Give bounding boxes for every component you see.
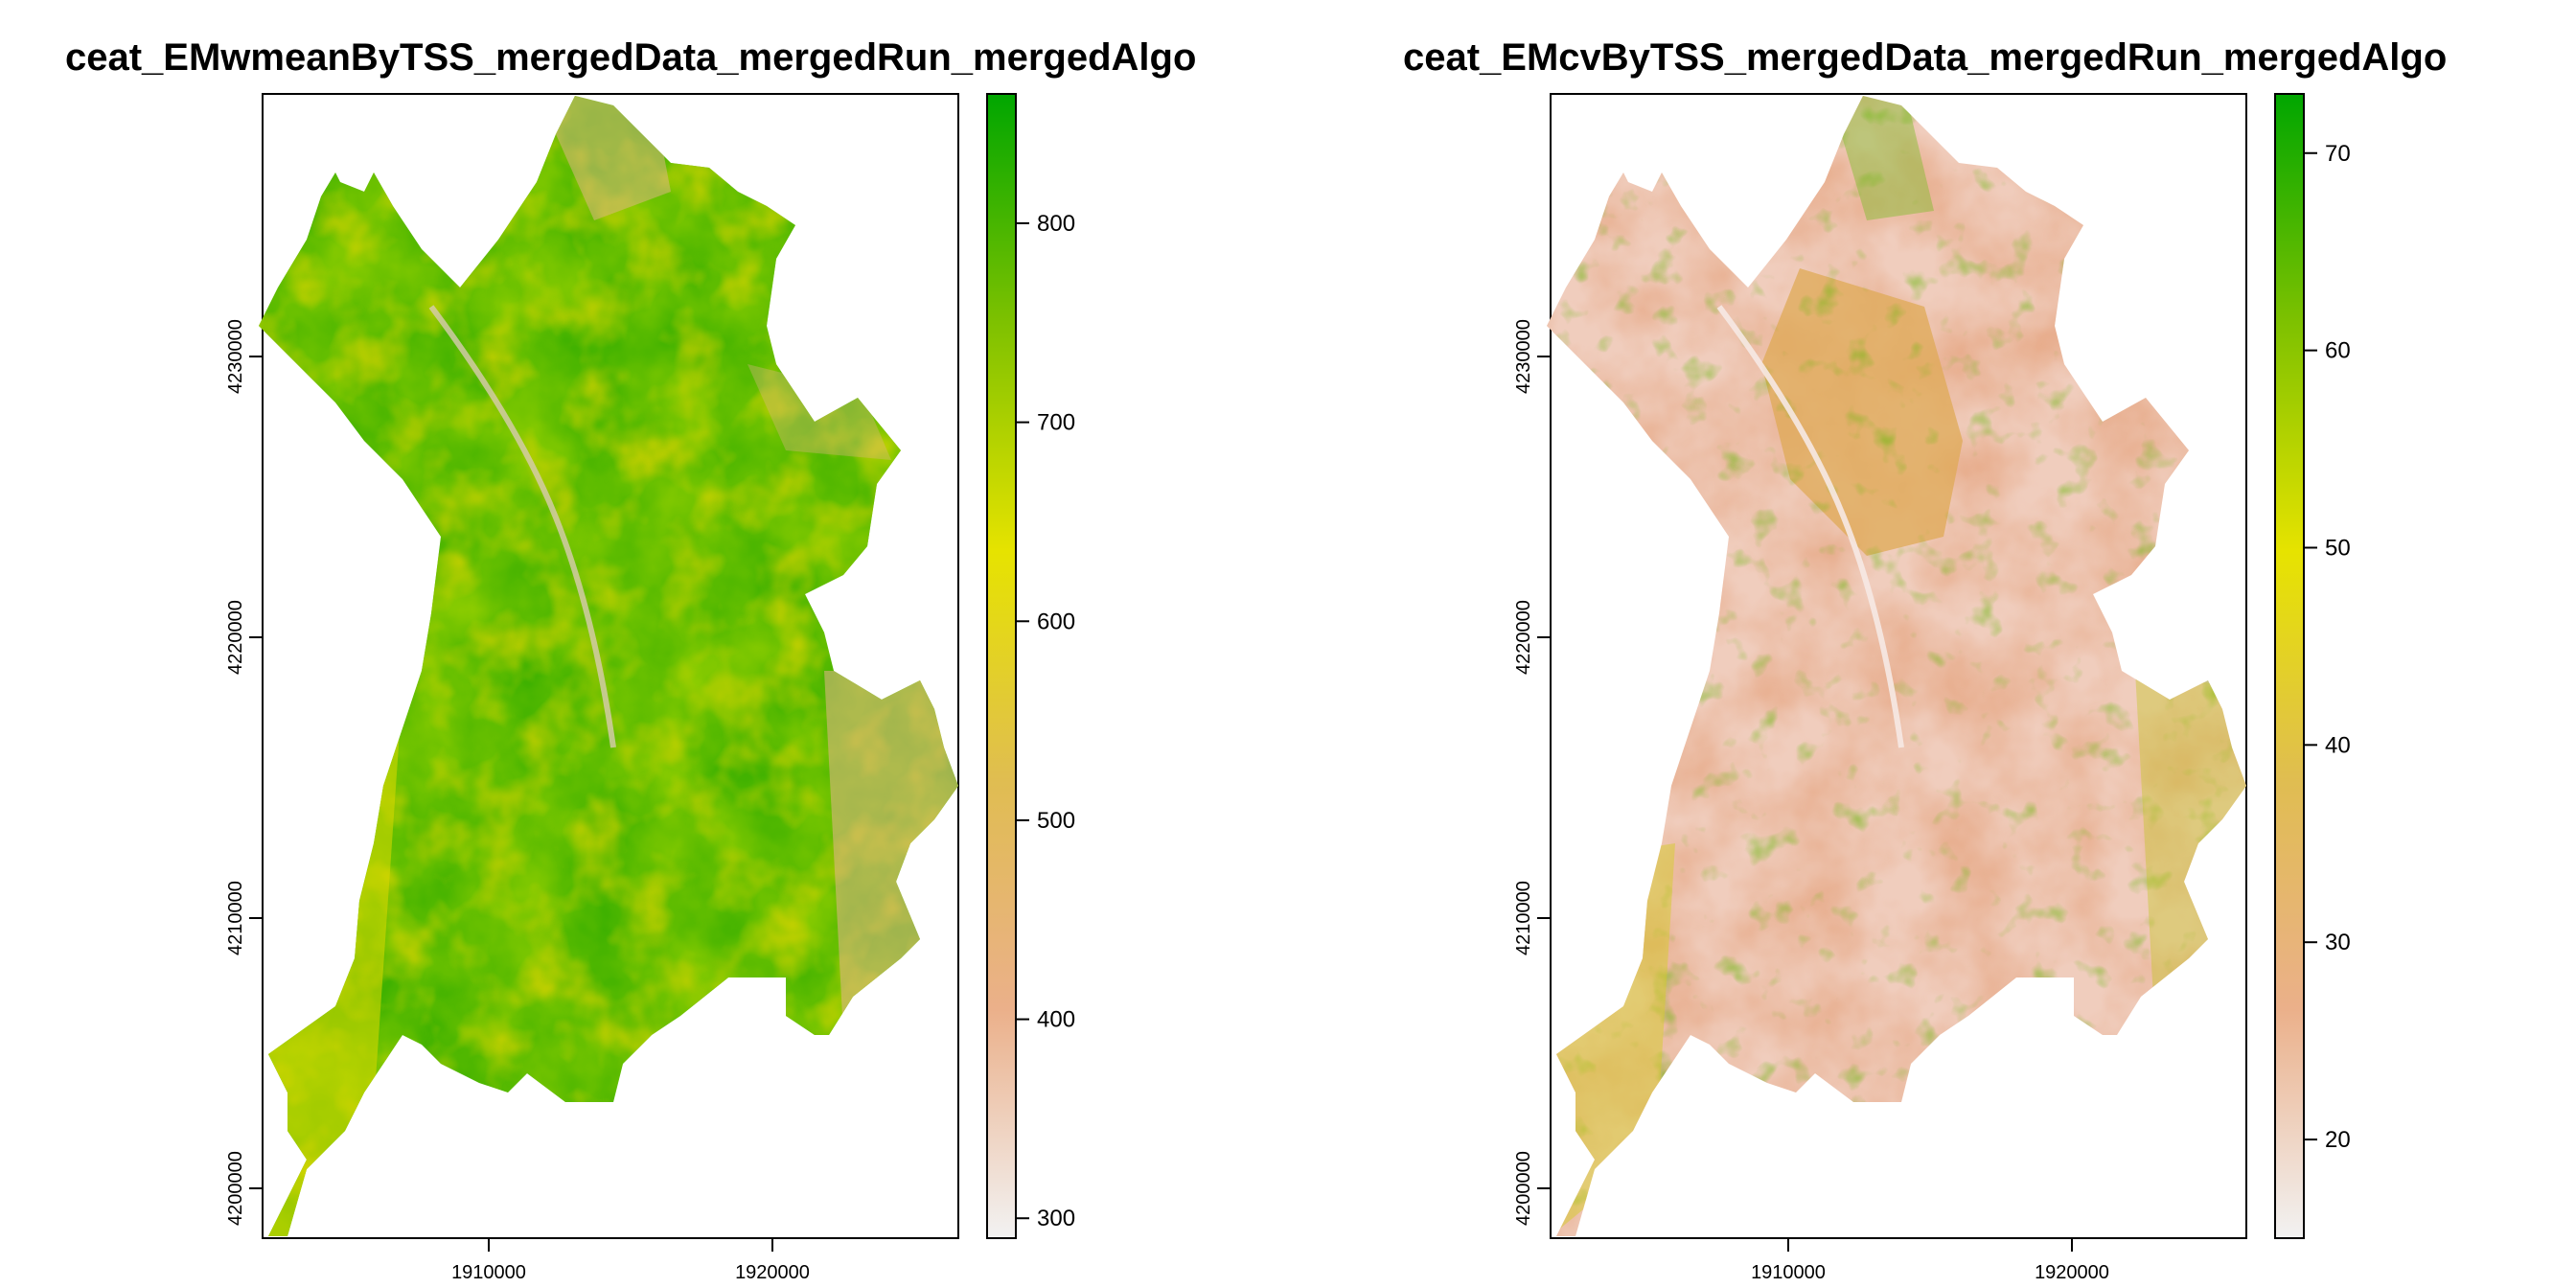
plot-frame: [1550, 93, 2247, 1239]
legend-tick-label: 700: [1037, 410, 1075, 436]
x-tick-label: 1920000: [2035, 1262, 2109, 1283]
map-panel-cv: ceat_EMcvByTSS_mergedData_mergedRun_merg…: [1288, 0, 2576, 1288]
raster-wmean: [259, 96, 958, 1236]
color-legend: 300 400 500 600 700 800: [986, 93, 1075, 1239]
y-axis: [1537, 356, 1551, 1189]
raster-cv: [1547, 96, 2246, 1236]
legend-tick-label: 800: [1037, 211, 1075, 237]
y-axis: [249, 356, 263, 1189]
color-legend: 20 30 40 50 60 70: [2274, 93, 2351, 1239]
legend-tick-label: 50: [2325, 535, 2351, 561]
map-title: ceat_EMcvByTSS_mergedData_mergedRun_merg…: [1403, 36, 2448, 79]
x-tick-label: 1910000: [451, 1262, 526, 1283]
legend-tick-label: 500: [1037, 808, 1075, 834]
x-tick-label: 1920000: [735, 1262, 810, 1283]
legend-colorbar: [986, 93, 1017, 1239]
x-axis: [488, 1238, 773, 1252]
x-tick-label: 1910000: [1751, 1262, 1826, 1283]
map-svg: 1910000 1920000 4200000 4210000 4220000 …: [1513, 93, 2351, 1283]
legend-tick-label: 30: [2325, 930, 2351, 955]
x-axis: [1787, 1238, 2073, 1252]
plot-frame: [262, 93, 959, 1239]
y-tick-label: 4230000: [1513, 319, 1534, 394]
legend-tick-label: 300: [1037, 1206, 1075, 1231]
legend-tick-label: 60: [2325, 338, 2351, 364]
map-panel-wmean: ceat_EMwmeanByTSS_mergedData_mergedRun_m…: [65, 36, 1197, 1283]
y-tick-label: 4210000: [1513, 881, 1534, 955]
legend-tick-label: 40: [2325, 732, 2351, 758]
legend-colorbar: [2274, 93, 2305, 1239]
legend-tick-label: 600: [1037, 609, 1075, 634]
legend-tick-label: 70: [2325, 141, 2351, 167]
y-tick-label: 4220000: [225, 600, 246, 675]
map-title: ceat_EMwmeanByTSS_mergedData_mergedRun_m…: [65, 36, 1197, 79]
y-tick-label: 4200000: [225, 1151, 246, 1226]
map-svg: 1910000 1920000 4200000 4210000 4220000 …: [225, 93, 1075, 1283]
y-tick-label: 4220000: [1513, 600, 1534, 675]
y-tick-label: 4200000: [1513, 1151, 1534, 1226]
legend-tick-label: 20: [2325, 1127, 2351, 1153]
y-tick-label: 4210000: [225, 881, 246, 955]
legend-tick-label: 400: [1037, 1007, 1075, 1033]
y-tick-label: 4230000: [225, 319, 246, 394]
